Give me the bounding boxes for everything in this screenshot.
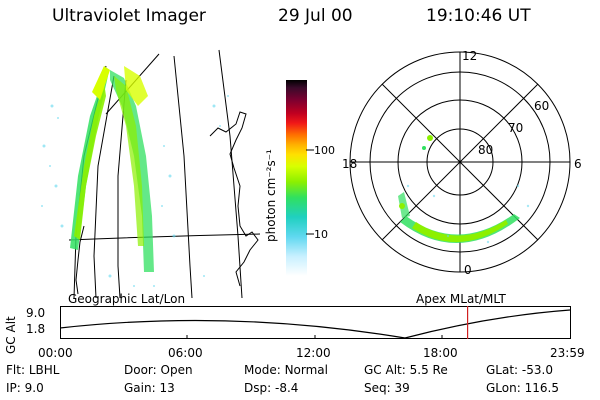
info-ip: IP: 9.0 bbox=[6, 381, 44, 395]
info-gain: Gain: 13 bbox=[124, 381, 175, 395]
colorbar-unit-label: photon cm⁻²s⁻¹ bbox=[264, 149, 278, 242]
instrument-title: Ultraviolet Imager bbox=[52, 6, 206, 26]
mlt-label-6: 6 bbox=[574, 157, 582, 171]
colorbar-tick-100: 100 bbox=[314, 144, 335, 157]
geographic-image bbox=[41, 49, 261, 298]
info-seq: Seq: 39 bbox=[364, 381, 410, 395]
mlat-label-80: 80 bbox=[478, 143, 493, 157]
altitude-curve bbox=[60, 309, 571, 339]
xtick-1800: 18:00 bbox=[423, 346, 458, 360]
polar-plot: 12 18 6 0 60 70 80 bbox=[342, 49, 582, 277]
timeline-ylabel: GC Alt bbox=[4, 316, 18, 354]
xtick-1200: 12:00 bbox=[296, 346, 331, 360]
date-label: 29 Jul 00 bbox=[278, 6, 353, 26]
coastline-outline bbox=[75, 111, 259, 295]
info-glat: GLat: -53.0 bbox=[486, 363, 553, 377]
info-mode: Mode: Normal bbox=[244, 363, 328, 377]
time-label: 19:10:46 UT bbox=[426, 6, 531, 26]
apex-caption: Apex MLat/MLT bbox=[416, 292, 506, 306]
polar-auroral-oval bbox=[398, 135, 520, 244]
info-glon: GLon: 116.5 bbox=[486, 381, 559, 395]
info-gc-alt: GC Alt: 5.5 Re bbox=[364, 363, 448, 377]
mlat-label-60: 60 bbox=[534, 99, 549, 113]
altitude-timeline bbox=[60, 306, 571, 339]
mlt-label-12: 12 bbox=[462, 49, 477, 63]
colorbar-tick-10: 10 bbox=[314, 228, 328, 241]
info-door: Door: Open bbox=[124, 363, 193, 377]
geographic-caption: Geographic Lat/Lon bbox=[68, 292, 186, 306]
ytick-1-8: 1.8 bbox=[26, 322, 46, 336]
mlat-label-70: 70 bbox=[508, 121, 523, 135]
info-dsp: Dsp: -8.4 bbox=[244, 381, 299, 395]
auroral-oval-emission bbox=[70, 66, 154, 272]
xtick-2359: 23:59 bbox=[550, 346, 585, 360]
mlt-label-0: 0 bbox=[464, 263, 472, 277]
xtick-0600: 06:00 bbox=[168, 346, 203, 360]
info-flt: Flt: LBHL bbox=[6, 363, 60, 377]
mlt-label-18: 18 bbox=[342, 157, 357, 171]
colorbar-gradient bbox=[286, 80, 307, 276]
ytick-9: 9.0 bbox=[26, 306, 46, 320]
emission-speckle bbox=[41, 95, 229, 287]
colorbar-ticks: 100 10 bbox=[306, 144, 335, 241]
xtick-0000: 00:00 bbox=[38, 346, 73, 360]
